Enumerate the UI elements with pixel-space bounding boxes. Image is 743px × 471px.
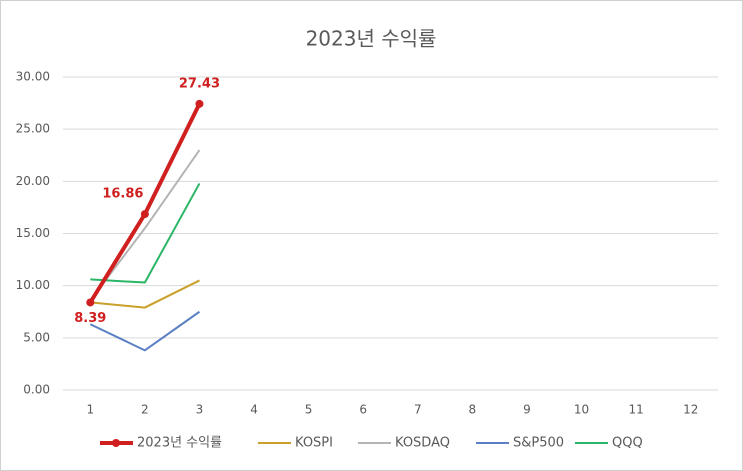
x-tick-label: 11 — [628, 403, 643, 417]
x-tick-label: 7 — [414, 403, 422, 417]
point-marker — [86, 298, 95, 307]
legend-label: 2023년 수익률 — [137, 436, 222, 451]
y-tick-label: 0.00 — [23, 383, 50, 397]
x-tick-label: 4 — [250, 403, 258, 417]
legend-label: S&P500 — [513, 436, 564, 451]
x-tick-label: 10 — [574, 403, 589, 417]
chart-title: 2023년 수익률 — [306, 27, 437, 51]
x-tick-label: 8 — [469, 403, 477, 417]
x-tick-label: 6 — [359, 403, 367, 417]
point-marker — [140, 210, 149, 219]
x-tick-label: 1 — [86, 403, 94, 417]
x-tick-label: 5 — [305, 403, 313, 417]
x-tick-label: 2 — [141, 403, 149, 417]
series-line — [90, 182, 201, 284]
legend-label: KOSPI — [295, 436, 333, 451]
data-label: 27.43 — [179, 76, 220, 91]
x-tick-label: 3 — [196, 403, 204, 417]
legend-marker — [112, 439, 120, 447]
data-label: 8.39 — [74, 311, 106, 326]
legend-label: QQQ — [612, 436, 643, 451]
point-marker — [195, 99, 204, 108]
y-tick-label: 30.00 — [16, 70, 50, 84]
x-tick-label: 9 — [523, 403, 531, 417]
y-tick-label: 10.00 — [16, 278, 50, 292]
y-tick-label: 5.00 — [23, 330, 50, 344]
legend-label: KOSDAQ — [395, 436, 450, 451]
y-tick-label: 20.00 — [16, 174, 50, 188]
series-line — [89, 310, 201, 352]
data-label: 16.86 — [102, 187, 143, 202]
series-line — [90, 279, 200, 309]
y-tick-label: 15.00 — [16, 226, 50, 240]
y-tick-label: 25.00 — [16, 122, 50, 136]
x-tick-label: 12 — [683, 403, 698, 417]
